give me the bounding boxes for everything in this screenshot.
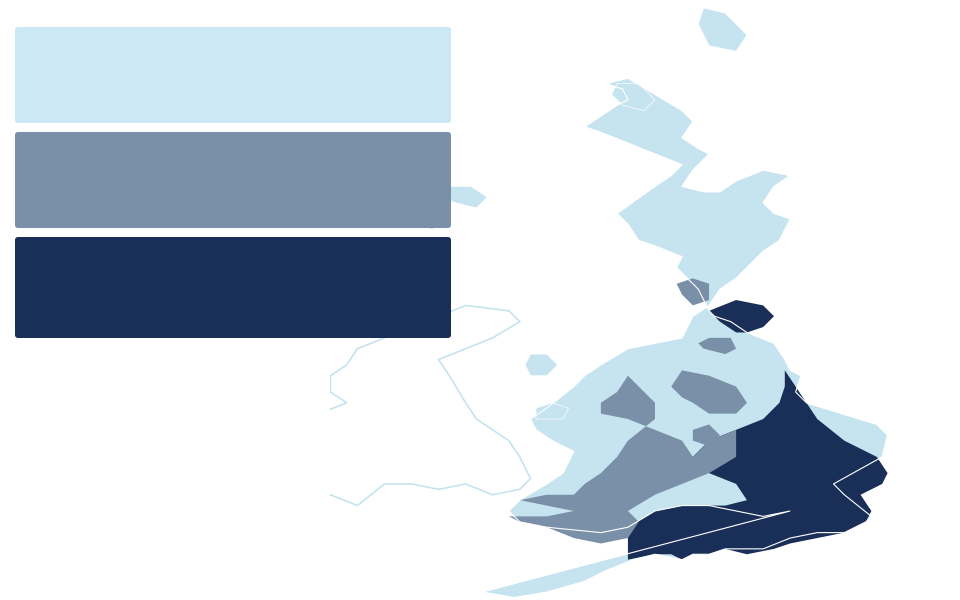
Polygon shape (671, 370, 747, 413)
FancyBboxPatch shape (15, 237, 451, 338)
Text: Medium to moderately hard:: Medium to moderately hard: (32, 153, 230, 167)
Polygon shape (519, 376, 736, 511)
Text: 0 - 100 mg/l as calcium carbonate: 0 - 100 mg/l as calcium carbonate (32, 72, 270, 86)
Polygon shape (406, 203, 444, 230)
Polygon shape (536, 403, 568, 419)
Text: 100  - 200 mg/l as calcium carbonate: 100 - 200 mg/l as calcium carbonate (32, 177, 292, 191)
Polygon shape (509, 511, 638, 544)
Text: 200 + mg/l as calcium carbonate: 200 + mg/l as calcium carbonate (32, 282, 263, 296)
Polygon shape (693, 424, 720, 446)
Polygon shape (385, 132, 422, 187)
Polygon shape (444, 187, 488, 208)
Polygon shape (482, 78, 888, 598)
Polygon shape (525, 354, 558, 376)
Polygon shape (709, 300, 774, 332)
Text: Soft to moderately soft:: Soft to moderately soft: (32, 48, 197, 62)
Text: Hard to very hard:: Hard to very hard: (32, 258, 159, 272)
FancyBboxPatch shape (15, 132, 451, 228)
Polygon shape (698, 8, 747, 51)
Polygon shape (628, 370, 888, 560)
Polygon shape (677, 278, 709, 305)
Polygon shape (260, 305, 531, 506)
Polygon shape (698, 338, 736, 354)
FancyBboxPatch shape (15, 27, 451, 123)
Polygon shape (612, 83, 655, 110)
